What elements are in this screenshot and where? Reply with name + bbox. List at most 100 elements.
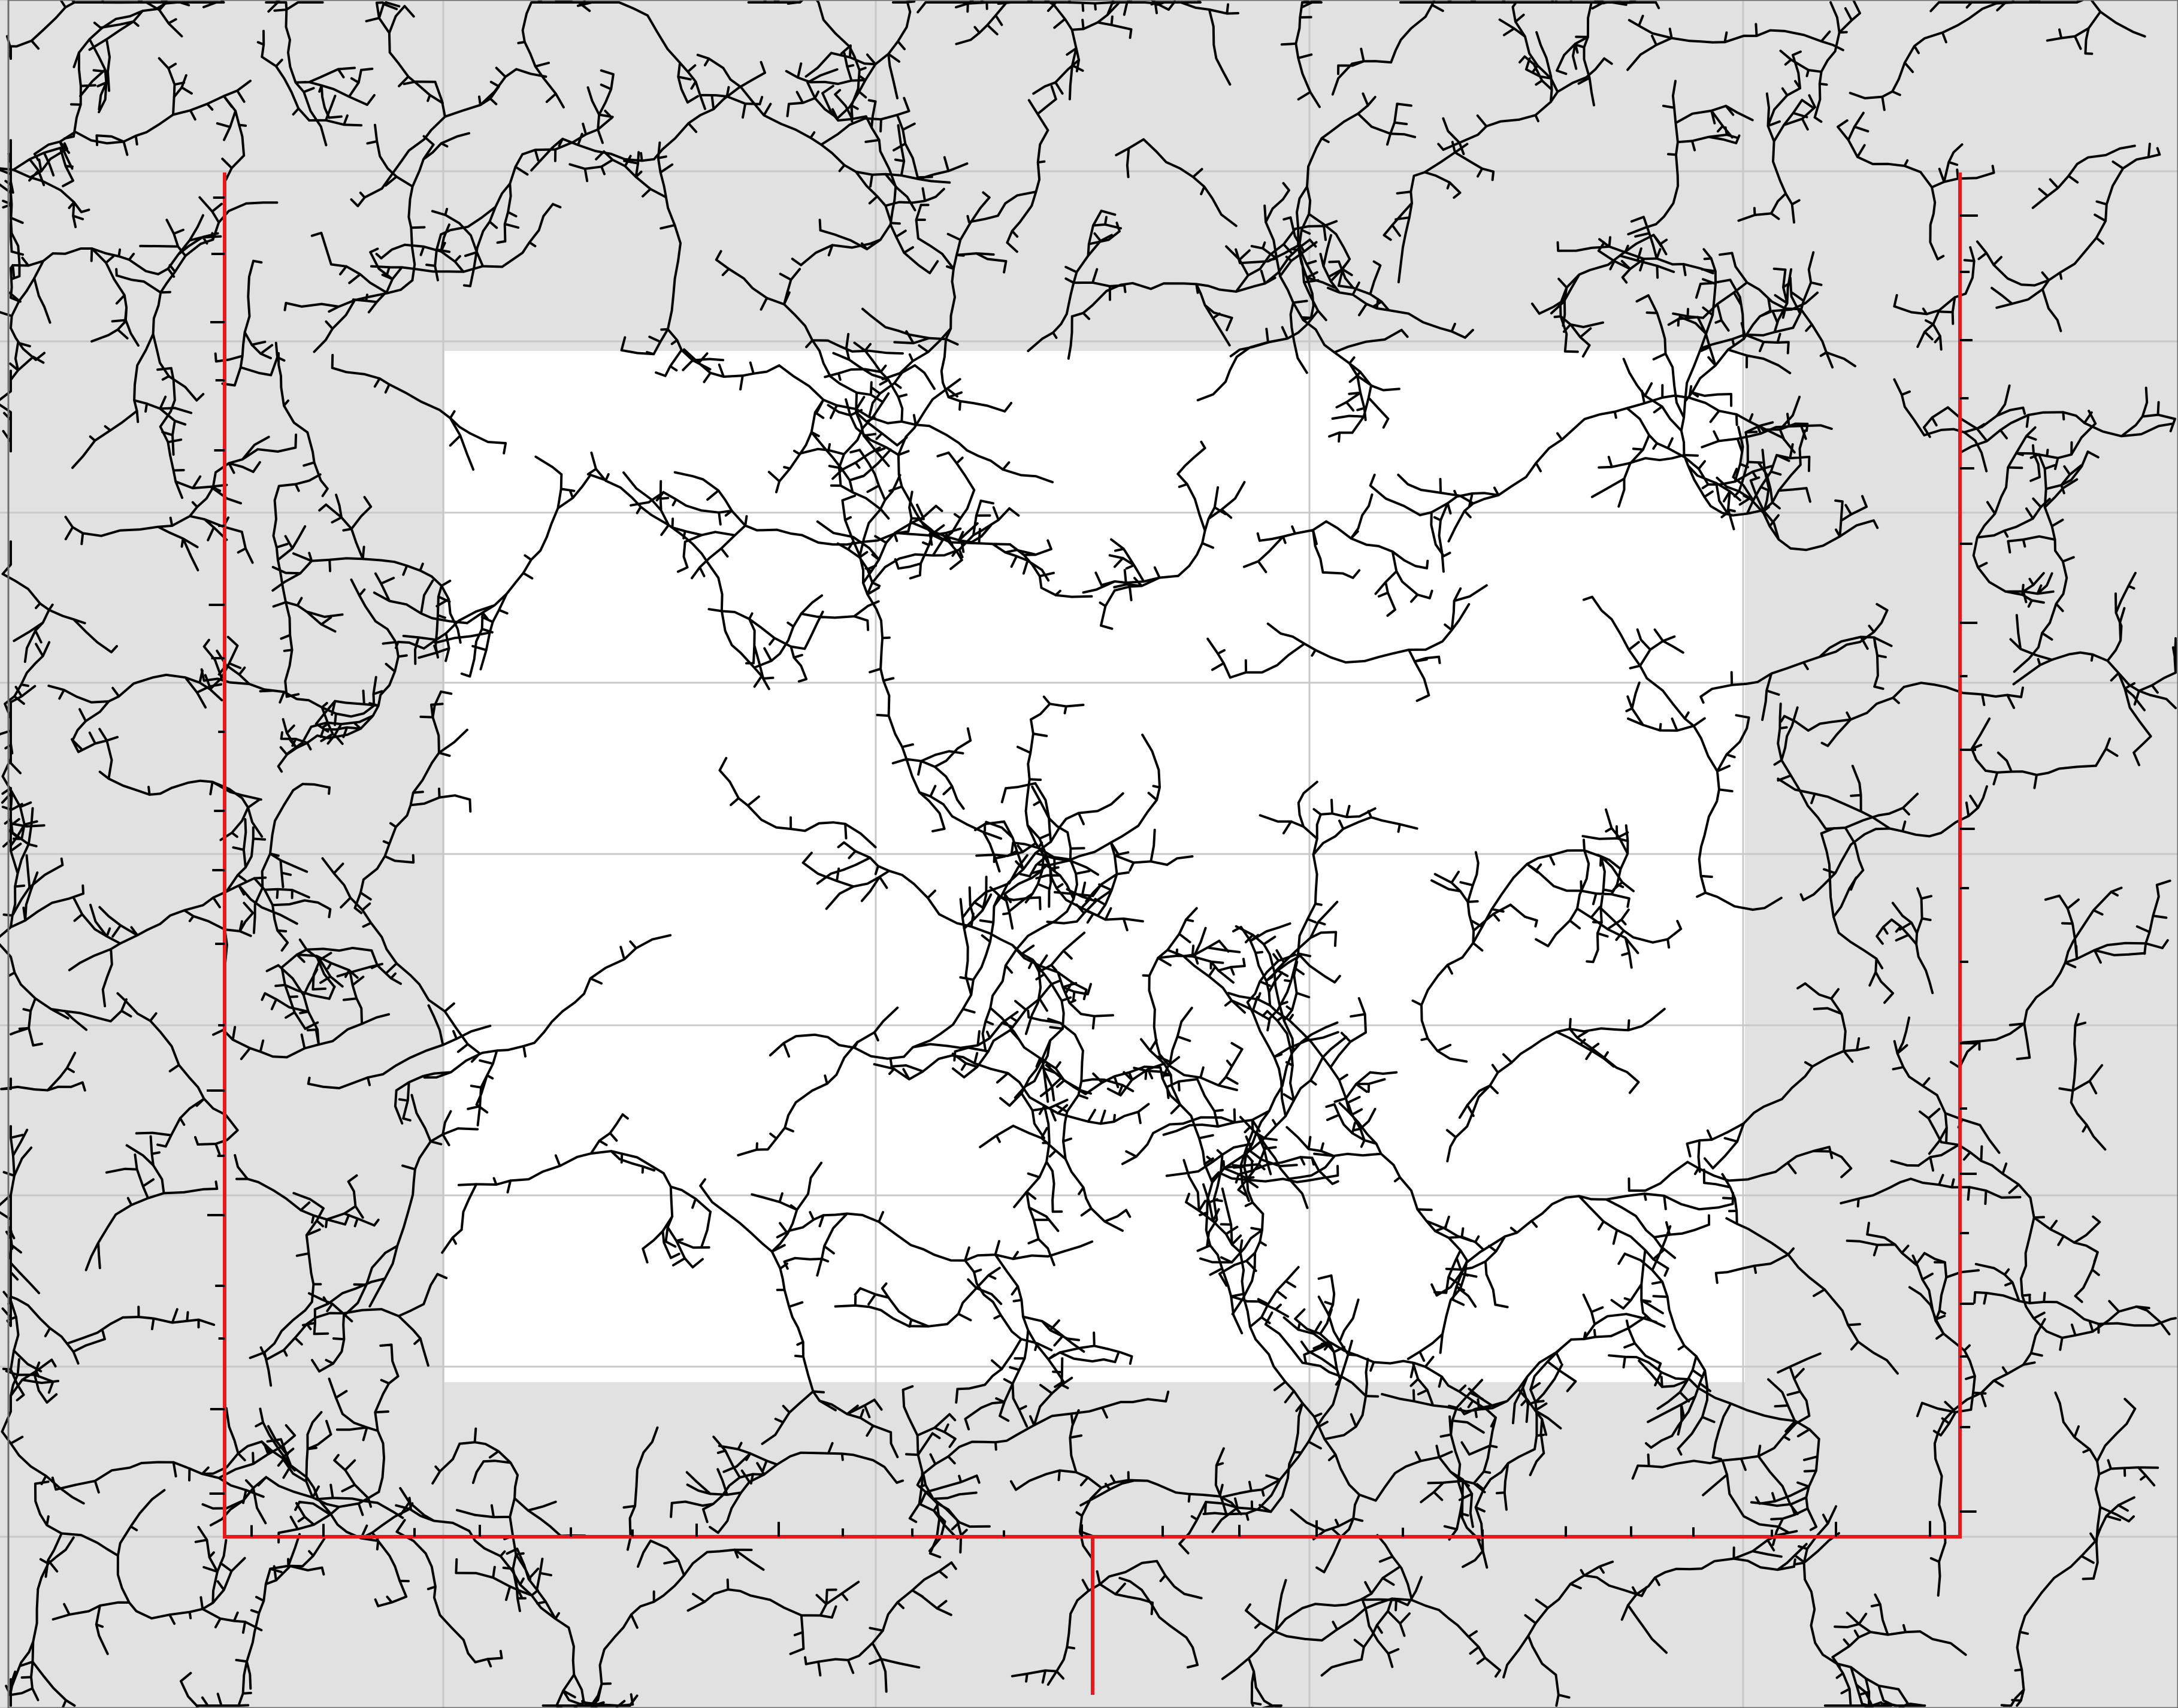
branch-tree bbox=[916, 1357, 1170, 1558]
branch-tree bbox=[696, 53, 969, 225]
branch-tree bbox=[71, 196, 279, 470]
branch-tree bbox=[1196, 92, 1417, 402]
branch-tree bbox=[747, 0, 867, 123]
branch-tree bbox=[1082, 440, 1246, 630]
branch-tree bbox=[1202, 1274, 1360, 1521]
branch-tree bbox=[47, 635, 242, 751]
branch-tree bbox=[737, 1006, 899, 1156]
branch-tree bbox=[1628, 1146, 1853, 1192]
branch-tree bbox=[1411, 808, 1683, 1063]
branch-tree bbox=[873, 1052, 1150, 1267]
branch-tree bbox=[916, 0, 1133, 101]
branch-tree bbox=[307, 1004, 492, 1089]
branch-tree bbox=[834, 1267, 1003, 1328]
branch-tree bbox=[1221, 1566, 1423, 1708]
branch-tree bbox=[0, 1052, 86, 1092]
branch-tree bbox=[1, 1264, 106, 1401]
branch-tree bbox=[301, 1094, 479, 1335]
branch-tree bbox=[1535, 0, 1660, 107]
branch-tree bbox=[1250, 181, 1409, 443]
branch-tree bbox=[201, 1343, 400, 1544]
boundary-outline bbox=[207, 172, 1978, 1695]
branch-tree bbox=[277, 579, 408, 773]
branch-tree bbox=[1439, 1379, 1485, 1553]
branch-tree bbox=[1831, 1593, 1967, 1668]
branch-tree bbox=[1686, 982, 1870, 1173]
figure-frame bbox=[7, 0, 2178, 1708]
branch-tree bbox=[861, 191, 1013, 413]
branch-tree bbox=[1976, 143, 2161, 332]
branch-tree bbox=[1702, 1168, 1899, 1375]
branch-tree bbox=[966, 85, 1057, 253]
branch-tree bbox=[785, 0, 916, 120]
branch-tree bbox=[1067, 220, 1338, 360]
branch-tree bbox=[395, 1487, 639, 1708]
branch-tree bbox=[265, 0, 376, 147]
branch-tree bbox=[1009, 1409, 1242, 1561]
branch-tree bbox=[1437, 1, 1613, 155]
branch-tree bbox=[1837, 111, 1995, 261]
branch-tree bbox=[395, 1519, 503, 1668]
branch-tree bbox=[116, 992, 239, 1155]
branch-tree bbox=[1462, 1347, 1577, 1569]
branch-tree bbox=[0, 1125, 41, 1300]
branch-tree bbox=[394, 934, 672, 1126]
branch-tree bbox=[1922, 386, 2176, 453]
branch-tree bbox=[670, 1436, 905, 1534]
branch-tree bbox=[321, 857, 481, 1063]
boundary-line bbox=[223, 172, 1962, 1695]
branch-tree bbox=[568, 141, 725, 377]
branch-tree bbox=[180, 1533, 326, 1708]
branch-tree bbox=[212, 962, 391, 1061]
branch-tree bbox=[1598, 248, 1823, 531]
branch-tree bbox=[1, 540, 118, 663]
branch-tree bbox=[530, 60, 766, 172]
branch-tree bbox=[979, 1009, 1135, 1232]
branch-tree bbox=[252, 783, 331, 934]
branch-tree bbox=[2009, 571, 2177, 767]
branch-tree bbox=[1627, 80, 1754, 236]
branch-tree bbox=[1617, 1225, 1716, 1456]
branch-tree bbox=[718, 756, 877, 849]
branch-tree bbox=[1929, 1318, 2046, 1597]
branch-tree bbox=[2007, 450, 2100, 673]
branch-tree bbox=[1, 1358, 85, 1505]
branch-tree bbox=[1794, 1505, 1926, 1708]
branch-tree bbox=[1701, 413, 1833, 453]
branch-tree bbox=[271, 493, 462, 659]
branch-tree bbox=[1737, 50, 1816, 224]
branch-tree bbox=[259, 1273, 448, 1373]
branch-tree bbox=[1972, 410, 2097, 608]
branch-tree bbox=[1242, 493, 1433, 617]
branch-tree bbox=[0, 787, 132, 1047]
branch-tree bbox=[34, 1480, 263, 1655]
branch-tree bbox=[1142, 907, 1271, 1091]
branch-tree bbox=[5, 1536, 76, 1708]
branch-tree bbox=[352, 202, 562, 314]
branch-tree bbox=[1780, 682, 2024, 747]
branch-tree bbox=[816, 449, 1020, 873]
branch-tree bbox=[33, 57, 252, 181]
branch-tree bbox=[1890, 1107, 2171, 1351]
branch-tree bbox=[791, 84, 939, 274]
branch-tree bbox=[1381, 1294, 1662, 1476]
branch-tree bbox=[353, 690, 472, 914]
branch-tree bbox=[84, 1135, 219, 1271]
branch-tree bbox=[0, 214, 222, 361]
branch-tree bbox=[1672, 252, 1856, 369]
branch-tree bbox=[1716, 421, 1879, 552]
branch-tree bbox=[1820, 826, 1895, 1004]
branch-tree bbox=[256, 29, 363, 127]
branch-tree bbox=[769, 782, 1124, 1060]
branch-tree bbox=[559, 1539, 765, 1708]
branch-tree bbox=[1118, 1577, 1199, 1668]
branch-tree bbox=[2031, 144, 2136, 210]
branch-tree bbox=[1779, 0, 1861, 123]
branch-tree bbox=[1876, 887, 1934, 994]
branch-tree bbox=[1929, 0, 2146, 55]
branch-tree bbox=[1115, 138, 1238, 228]
branch-tree bbox=[1626, 14, 1844, 71]
branch-tree bbox=[214, 259, 286, 387]
